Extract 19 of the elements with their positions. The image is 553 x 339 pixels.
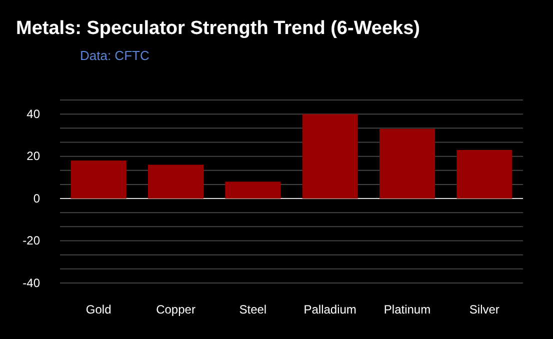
bar xyxy=(379,128,436,199)
text: Data: CFTC xyxy=(80,48,150,63)
x-tick-label: Steel xyxy=(239,302,267,317)
x-tick-label: Palladium xyxy=(304,302,356,317)
bar xyxy=(456,150,512,199)
x-tick-label: Platinum xyxy=(384,302,431,317)
y-tick-label: 0 xyxy=(33,191,40,206)
y-tick-label: 20 xyxy=(26,149,40,164)
y-tick-label: -20 xyxy=(22,234,40,248)
x-tick-label: Silver xyxy=(469,302,500,317)
bar xyxy=(225,182,281,199)
y-tick-label: 40 xyxy=(26,106,40,121)
y-tick-label: -40 xyxy=(22,276,40,290)
x-tick-label: Copper xyxy=(156,302,196,317)
chart-title: Metals: Speculator Strength Trend (6-Weeks) xyxy=(16,18,420,39)
x-tick-label: Gold xyxy=(86,302,112,317)
bar xyxy=(70,160,126,199)
bar xyxy=(302,114,358,199)
bar xyxy=(148,164,204,199)
